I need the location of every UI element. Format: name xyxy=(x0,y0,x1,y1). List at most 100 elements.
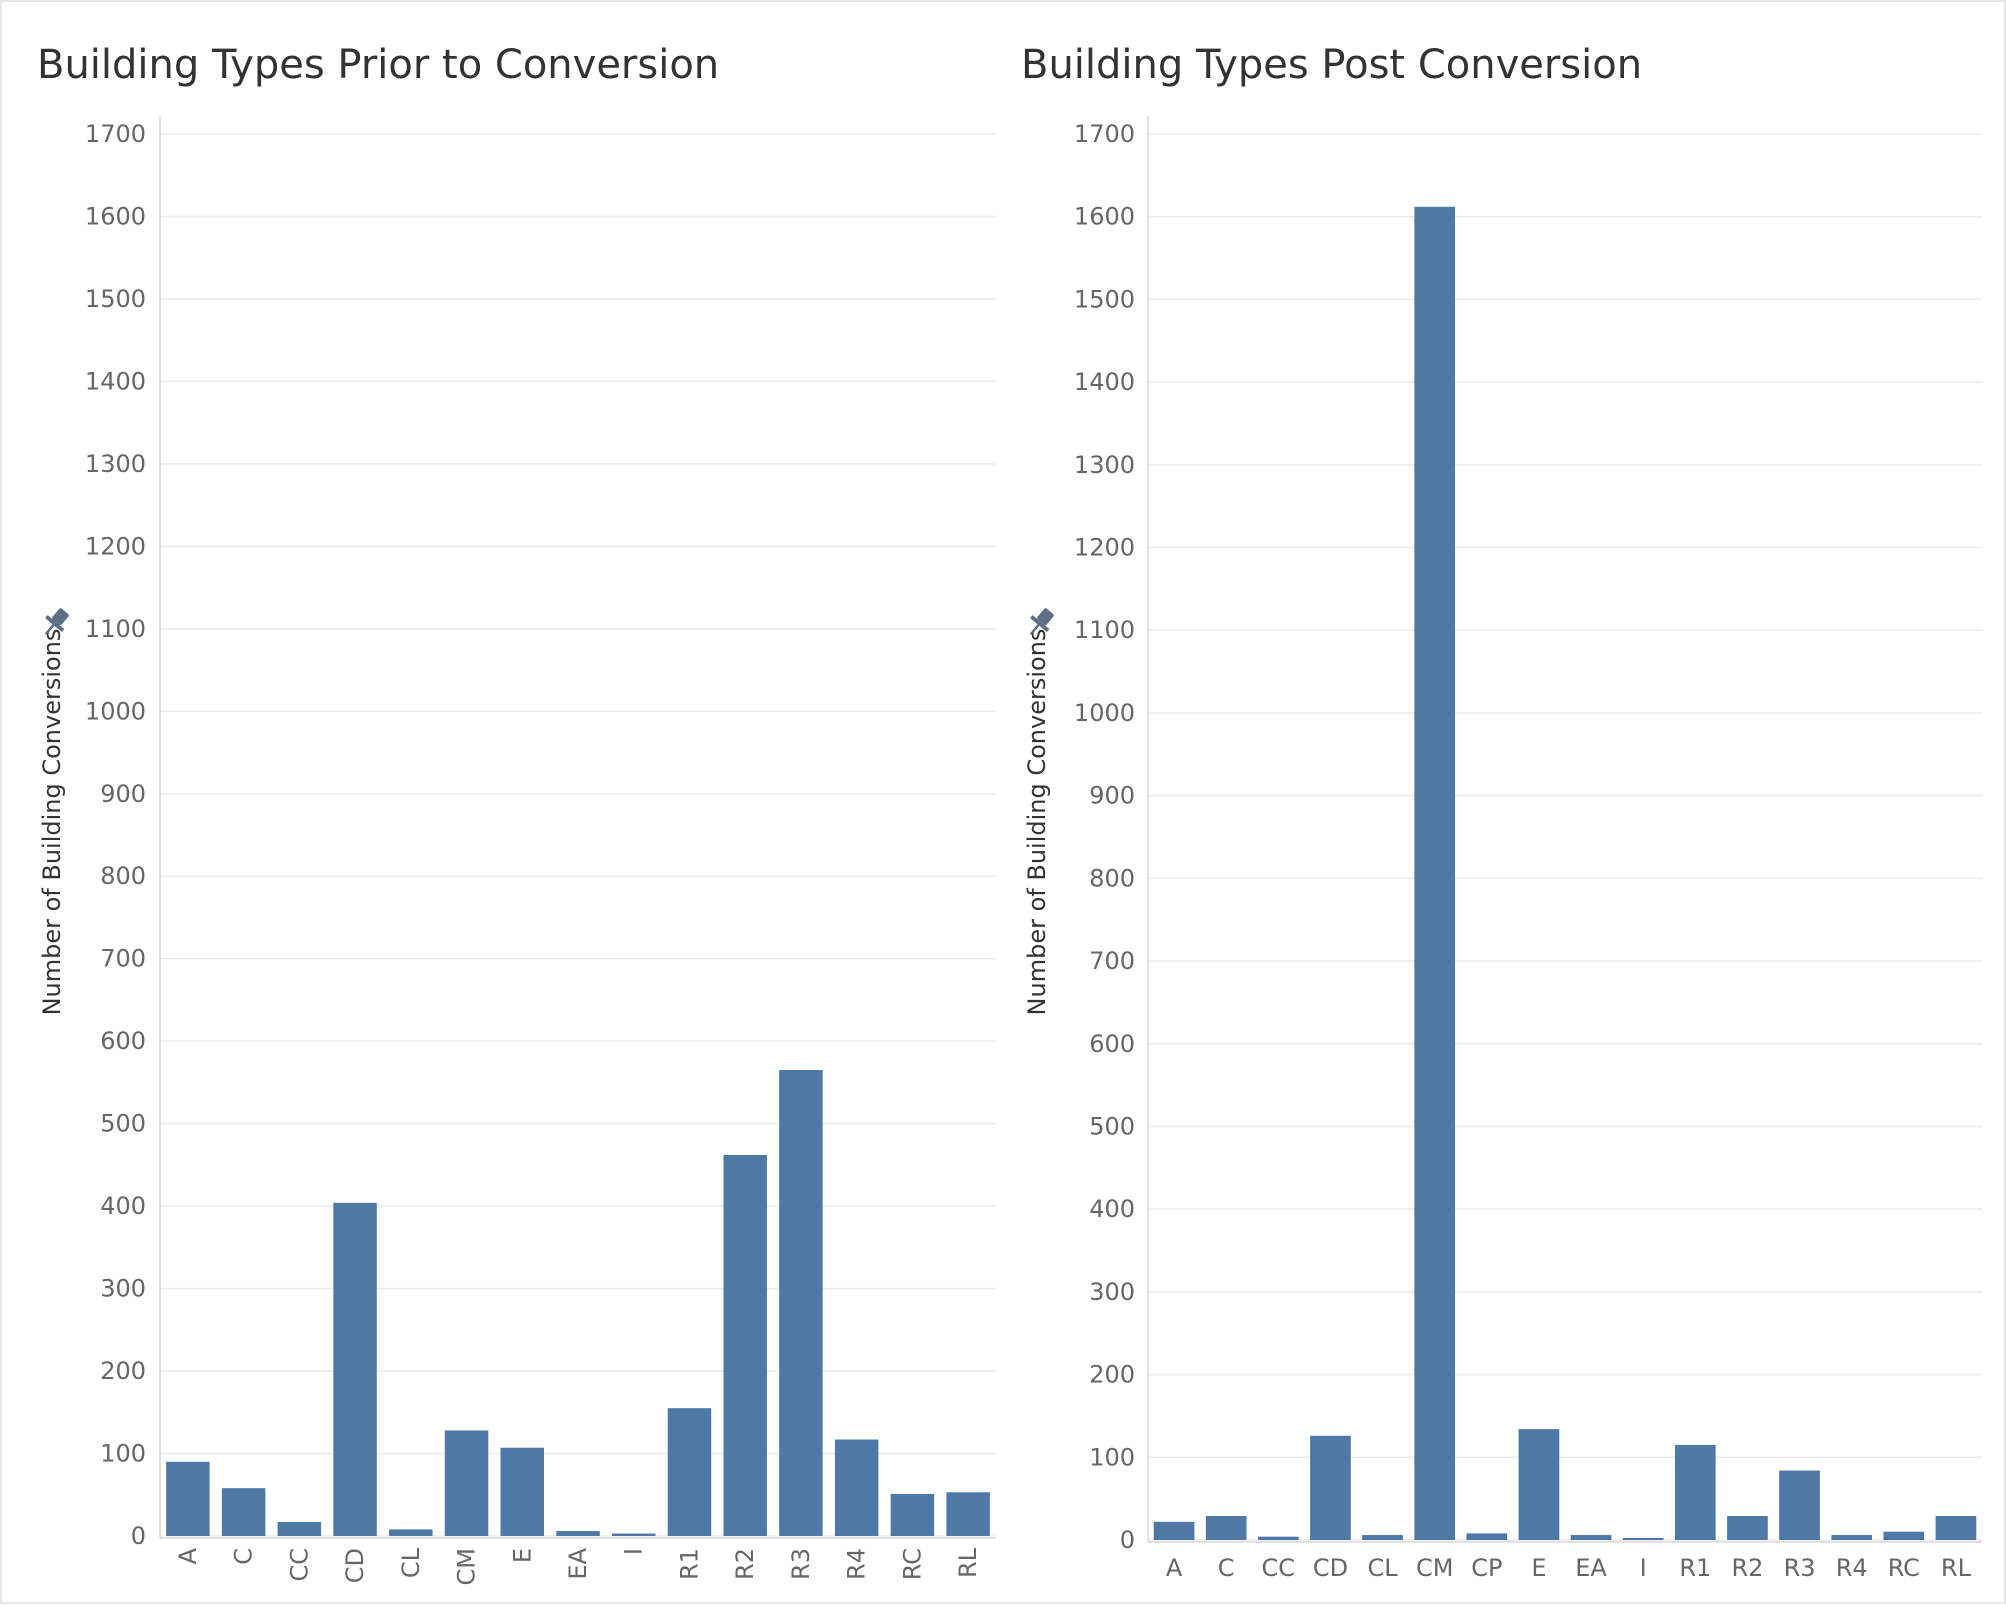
x-tick-label: R4 xyxy=(843,1548,871,1580)
bar-e xyxy=(1518,1429,1560,1540)
y-tick-label: 1100 xyxy=(85,615,146,643)
y-tick-label: 300 xyxy=(1089,1278,1135,1306)
x-tick-label: C xyxy=(230,1548,258,1565)
pin-head xyxy=(1037,608,1054,626)
bar-r4 xyxy=(1831,1535,1873,1540)
bar-ea xyxy=(1570,1535,1612,1540)
x-tick-label: CM xyxy=(453,1548,481,1585)
bar-r3 xyxy=(779,1070,823,1536)
y-tick-label: 1000 xyxy=(85,697,146,725)
x-tick-label: E xyxy=(1531,1554,1546,1582)
x-tick-label: I xyxy=(620,1548,648,1555)
x-tick-label: RL xyxy=(1941,1554,1972,1582)
y-tick-label: 1500 xyxy=(85,285,146,313)
y-tick-label: 900 xyxy=(100,780,146,808)
y-tick-label: 1600 xyxy=(1074,203,1135,231)
x-tick-label: CD xyxy=(1313,1554,1348,1582)
x-tick-label: R2 xyxy=(731,1548,759,1580)
y-tick-label: 900 xyxy=(1089,782,1135,810)
y-tick-label: 0 xyxy=(1120,1526,1135,1554)
x-tick-label: CD xyxy=(341,1548,369,1583)
y-tick-label: 0 xyxy=(131,1522,146,1550)
y-tick-label: 800 xyxy=(1089,864,1135,892)
y-tick-label: 700 xyxy=(100,945,146,973)
bar-cm xyxy=(1414,206,1456,1541)
y-tick-label: 400 xyxy=(1089,1195,1135,1223)
x-tick-label: RL xyxy=(954,1547,982,1578)
bar-rl xyxy=(1935,1516,1977,1540)
bar-cd xyxy=(1310,1435,1351,1540)
x-tick-label: R3 xyxy=(1784,1554,1816,1582)
y-tick-label: 600 xyxy=(1089,1030,1135,1058)
bar-r2 xyxy=(723,1154,767,1536)
bar-e xyxy=(500,1447,545,1536)
y-tick-label: 1700 xyxy=(85,120,146,148)
bar-cm xyxy=(444,1430,489,1536)
y-axis-title: Number of Building Conversions xyxy=(1023,629,1051,1016)
y-tick-label: 1400 xyxy=(85,367,146,395)
y-tick-label: 1100 xyxy=(1074,616,1135,644)
chart-group-1: 0 100 200 300 400 500 600 700 800 900 1000 1100 1200… xyxy=(1023,116,1982,1582)
bar-cc xyxy=(277,1521,322,1536)
y-tick-label: 200 xyxy=(100,1357,146,1385)
y-tick-label: 1200 xyxy=(85,532,146,560)
bar-cc xyxy=(1257,1536,1299,1540)
y-tick-label: 100 xyxy=(1089,1443,1135,1471)
x-tick-label: I xyxy=(1640,1554,1647,1582)
y-tick-label: 400 xyxy=(100,1192,146,1220)
bar-ea xyxy=(556,1531,600,1536)
x-tick-label: CC xyxy=(285,1548,313,1582)
pin-needle xyxy=(44,624,55,636)
bar-a xyxy=(166,1461,210,1536)
y-tick-label: 1300 xyxy=(85,450,146,478)
y-tick-label: 100 xyxy=(100,1440,146,1468)
x-tick-label: CM xyxy=(1416,1554,1453,1582)
x-tick-label: R4 xyxy=(1836,1554,1868,1582)
y-tick-label: 200 xyxy=(1089,1361,1135,1389)
x-tick-label: CC xyxy=(1262,1554,1296,1582)
y-tick-label: 800 xyxy=(100,862,146,890)
y-tick-label: 1000 xyxy=(1074,699,1135,727)
bar-i xyxy=(1622,1538,1664,1540)
y-tick-label: 1400 xyxy=(1074,368,1135,396)
bar-r2 xyxy=(1727,1516,1768,1540)
y-tick-label: 300 xyxy=(100,1275,146,1303)
x-tick-label: R3 xyxy=(787,1548,815,1580)
bar-cd xyxy=(333,1202,377,1536)
y-tick-label: 500 xyxy=(1089,1112,1135,1140)
bar-cp xyxy=(1466,1533,1508,1540)
bar-rc xyxy=(1883,1531,1925,1540)
y-tick-label: 600 xyxy=(100,1027,146,1055)
x-tick-label: C xyxy=(1218,1554,1235,1582)
x-tick-label: CL xyxy=(397,1547,425,1578)
x-tick-label: RC xyxy=(1888,1554,1920,1582)
x-tick-label: R1 xyxy=(1679,1554,1711,1582)
bar-cl xyxy=(389,1529,433,1536)
bar-r1 xyxy=(667,1408,712,1536)
bar-r3 xyxy=(1779,1470,1820,1540)
pin-needle xyxy=(1029,624,1040,636)
bar-c xyxy=(1205,1516,1247,1540)
pin-icon xyxy=(44,608,69,636)
x-tick-label: E xyxy=(508,1548,536,1563)
pin-icon xyxy=(1029,608,1054,636)
x-tick-label: CP xyxy=(1471,1554,1502,1582)
y-tick-label: 1300 xyxy=(1074,451,1135,479)
x-tick-label: EA xyxy=(564,1547,592,1579)
bar-rc xyxy=(890,1493,935,1536)
y-axis-title: Number of Building Conversions xyxy=(38,629,66,1016)
y-tick-label: 1500 xyxy=(1074,285,1135,313)
bar-a xyxy=(1153,1521,1195,1540)
x-tick-label: A xyxy=(1166,1554,1183,1582)
bar-i xyxy=(611,1533,656,1536)
chart-title-post: Building Types Post Conversion xyxy=(1021,42,1643,88)
bar-r4 xyxy=(834,1439,879,1536)
y-tick-label: 700 xyxy=(1089,947,1135,975)
y-tick-label: 1200 xyxy=(1074,534,1135,562)
x-tick-label: A xyxy=(174,1547,202,1564)
pin-collar xyxy=(45,615,65,632)
pin-collar xyxy=(1030,615,1050,632)
x-tick-label: R1 xyxy=(675,1548,703,1580)
